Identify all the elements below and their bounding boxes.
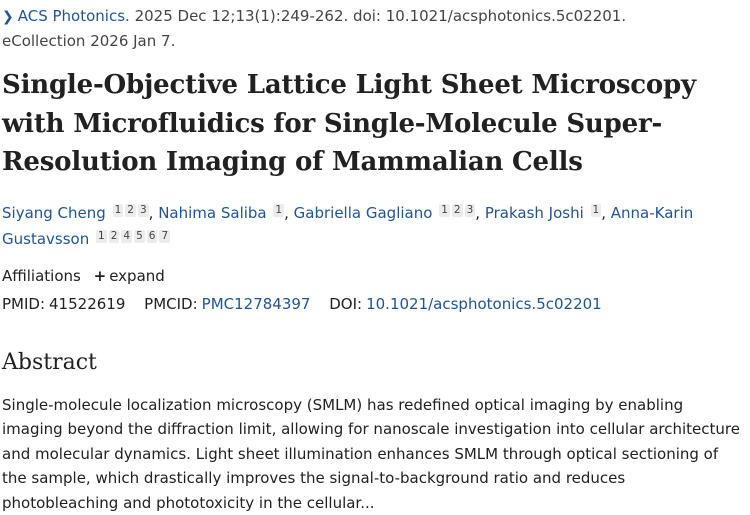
author-link[interactable]: Siyang Cheng [2,204,106,222]
pmid-label: PMID: [2,295,46,313]
expand-affiliations-button[interactable]: + expand [94,267,165,285]
author-separator: , [475,204,481,222]
abstract-text: Single-molecule localization microscopy … [2,396,740,512]
citation-details: 2025 Dec 12;13(1):249-262. doi: 10.1021/… [134,7,627,25]
citation: ❯ ACS Photonics. 2025 Dec 12;13(1):249-26… [2,4,748,53]
article-title: Single-Objective Lattice Light Sheet Mic… [2,70,696,177]
affiliation-number[interactable]: 1 [96,230,107,243]
pmid-value: 41522619 [49,295,126,313]
pmcid-link[interactable]: PMC12784397 [201,295,311,313]
affiliations-label: Affiliations [2,267,81,285]
affiliation-number[interactable]: 5 [134,230,145,243]
chevron-right-icon: ❯ [2,9,14,25]
affiliation-number[interactable]: 1 [112,204,124,217]
author-separator: , [148,204,154,222]
author-link[interactable]: Nahima Saliba [158,204,267,222]
affiliation-number[interactable]: 3 [137,204,149,217]
ecollection-date: eCollection 2026 Jan 7. [2,32,176,50]
doi-link[interactable]: 10.1021/acsphotonics.5c02201 [366,295,602,313]
affiliation-number[interactable]: 3 [464,204,476,217]
author-link[interactable]: Anna-Karin Gustavsson [2,204,694,248]
abstract-heading: Abstract [2,350,97,375]
affiliation-number[interactable]: 1 [439,204,450,217]
affiliation-number[interactable]: 7 [159,230,171,243]
doi-label: DOI: [329,295,363,313]
journal-link[interactable]: ACS Photonics. [17,7,130,25]
affiliations-row: Affiliations + expand [2,264,402,288]
article-page: ❯ ACS Photonics. 2025 Dec 12;13(1):249-26… [2,4,748,512]
affiliation-number[interactable]: 2 [108,230,120,243]
author-link[interactable]: Gabriella Gagliano [293,204,433,222]
author-separator: , [284,204,289,222]
affiliation-number[interactable]: 2 [125,204,136,217]
affiliation-number[interactable]: 1 [273,204,285,217]
affiliation-number[interactable]: 1 [590,204,602,217]
affiliation-number[interactable]: 2 [451,204,463,217]
identifiers-row: PMID: 41522619 PMCID: PMC12784397 DOI: 10.1… [2,292,748,316]
expand-label: expand [109,267,165,285]
plus-icon: + [93,267,107,285]
affiliation-number[interactable]: 4 [121,230,133,243]
author-separator: , [601,204,606,222]
affiliation-number[interactable]: 6 [146,230,158,243]
author-link[interactable]: Prakash Joshi [484,204,584,222]
pmcid-label: PMCID: [144,295,198,313]
